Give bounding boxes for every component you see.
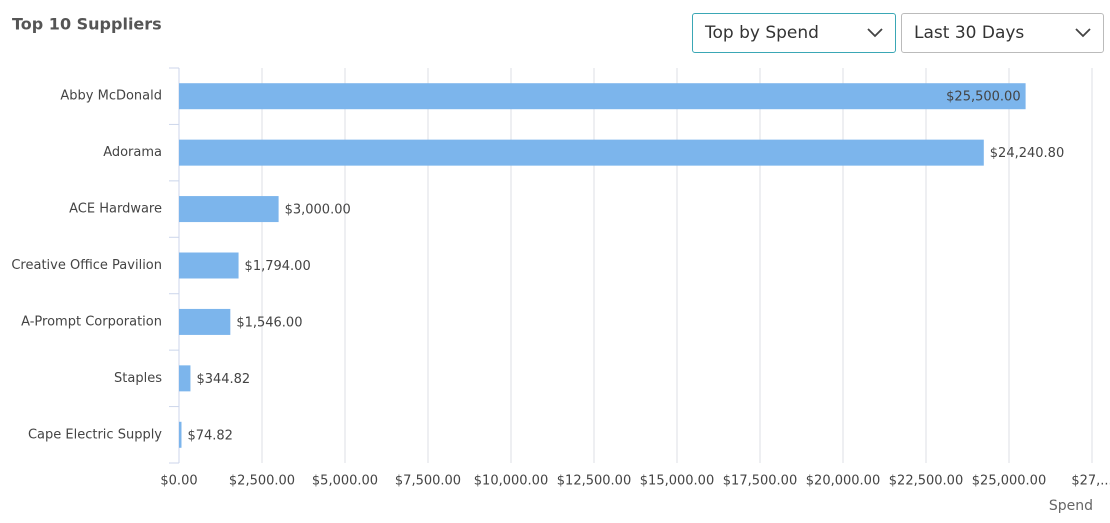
chart-title: Top 10 Suppliers — [12, 15, 162, 34]
x-tick-label: $27,... — [1071, 474, 1110, 489]
dropdown-label: Last 30 Days — [914, 23, 1025, 43]
y-tick-label: Abby McDonald — [60, 89, 162, 104]
bar — [179, 139, 984, 166]
bar — [179, 83, 1026, 110]
x-tick-label: $12,500.00 — [557, 474, 631, 489]
data-label: $1,546.00 — [236, 315, 302, 330]
dropdown[interactable]: Last 30 Days — [901, 13, 1104, 53]
bar — [179, 421, 182, 448]
x-tick-label: $7,500.00 — [395, 474, 461, 489]
bar — [179, 252, 239, 279]
y-tick-label: A-Prompt Corporation — [21, 314, 162, 329]
x-tick-label: $22,500.00 — [889, 474, 963, 489]
x-tick-label: $5,000.00 — [312, 474, 378, 489]
x-tick-label: $15,000.00 — [640, 474, 714, 489]
dropdown[interactable]: Top by Spend — [692, 13, 896, 53]
x-axis-label: Spend — [1049, 498, 1093, 514]
x-tick-label: $25,000.00 — [972, 474, 1046, 489]
y-tick-label: Creative Office Pavilion — [11, 258, 162, 273]
data-label: $1,794.00 — [245, 259, 311, 274]
data-label: $3,000.00 — [285, 203, 351, 218]
x-tick-label: $17,500.00 — [723, 474, 797, 489]
x-tick-label: $2,500.00 — [229, 474, 295, 489]
data-label: $344.82 — [196, 372, 250, 387]
data-label: $24,240.80 — [990, 146, 1064, 161]
chevron — [867, 28, 883, 38]
bar — [179, 196, 279, 223]
bar — [179, 308, 231, 335]
data-label: $25,500.00 — [946, 90, 1020, 105]
chevron — [1075, 28, 1091, 38]
x-tick-label: $0.00 — [160, 474, 197, 489]
y-tick-label: ACE Hardware — [69, 202, 162, 217]
x-tick-label: $20,000.00 — [806, 474, 880, 489]
y-tick-label: Adorama — [103, 145, 162, 160]
dropdown-label: Top by Spend — [705, 23, 819, 43]
y-tick-label: Cape Electric Supply — [28, 427, 162, 442]
bar — [179, 365, 191, 392]
x-tick-label: $10,000.00 — [474, 474, 548, 489]
y-tick-label: Staples — [114, 371, 162, 386]
data-label: $74.82 — [187, 428, 233, 443]
